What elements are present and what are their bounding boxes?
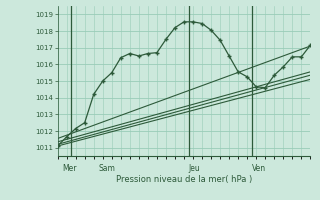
Text: Sam: Sam — [98, 164, 115, 173]
Text: Mer: Mer — [62, 164, 76, 173]
X-axis label: Pression niveau de la mer( hPa ): Pression niveau de la mer( hPa ) — [116, 175, 252, 184]
Text: Jeu: Jeu — [188, 164, 200, 173]
Text: Ven: Ven — [252, 164, 266, 173]
